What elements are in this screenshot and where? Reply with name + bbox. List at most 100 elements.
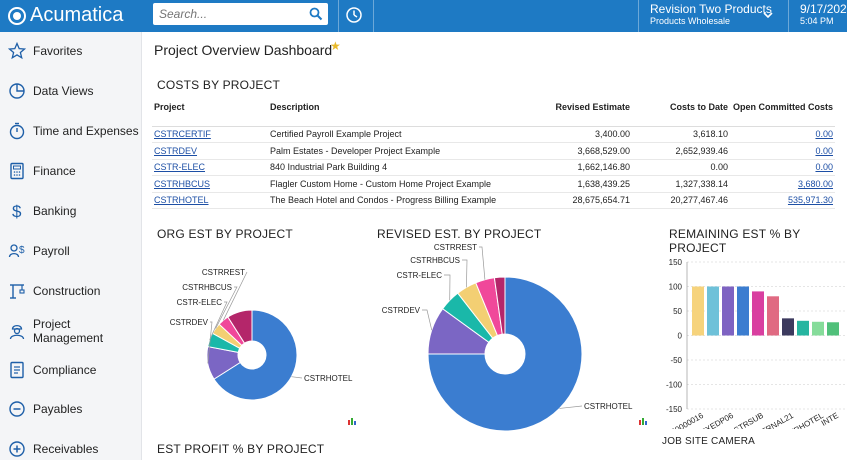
bar[interactable] (737, 286, 749, 336)
pie-slice[interactable] (427, 276, 583, 432)
project-link[interactable]: CSTRHOTEL (154, 195, 209, 206)
sidebar-item-payables[interactable]: Payables (0, 390, 142, 428)
pie-leader-line (215, 286, 238, 329)
top-bar: Acumatica Revision Two Products Products… (0, 0, 847, 32)
revised-estimate-cell: 3,668,529.00 (526, 142, 632, 160)
project-cell[interactable]: CSTR-ELEC (152, 159, 268, 176)
sidebar-item-construction[interactable]: Construction (0, 272, 142, 310)
open-committed-link[interactable]: 0.00 (815, 162, 833, 173)
pie-slice[interactable] (493, 276, 506, 335)
bar[interactable] (812, 321, 824, 336)
column-header[interactable]: Open Committed Costs (730, 100, 835, 127)
bar[interactable] (827, 322, 839, 336)
sidebar-item-favorites[interactable]: Favorites (0, 32, 142, 70)
sidebar-item-label: Finance (33, 164, 76, 178)
pie-slice[interactable] (227, 309, 253, 344)
sidebar-item-banking[interactable]: $ Banking (0, 192, 142, 230)
open-committed-link[interactable]: 0.00 (815, 145, 833, 156)
open-committed-cell[interactable]: 535,971.30 (730, 192, 835, 209)
sidebar-item-project-management[interactable]: Project Management (0, 312, 142, 350)
pie-slice-label: CSTRREST (202, 268, 245, 277)
date-time[interactable]: 9/17/2024 5:04 PM (800, 2, 847, 26)
sidebar-item-finance[interactable]: Finance (0, 152, 142, 190)
column-header[interactable]: Description (268, 100, 526, 127)
bar[interactable] (722, 286, 734, 336)
bar[interactable] (797, 320, 809, 336)
pie-slice-label: CSTRHOTEL (304, 374, 353, 383)
minus-circle-icon (8, 400, 26, 418)
chart-export-icon[interactable] (347, 416, 357, 426)
project-link[interactable]: CSTRHBCUS (154, 178, 211, 189)
favorite-star-icon[interactable]: ★ (330, 39, 341, 53)
y-tick-label: -100 (666, 381, 683, 390)
acumatica-logo[interactable]: Acumatica (8, 4, 123, 27)
pie-leader-line (209, 301, 228, 340)
open-committed-cell[interactable]: 3,680.00 (730, 175, 835, 193)
bar[interactable] (782, 318, 794, 336)
pie-slice[interactable] (213, 309, 298, 401)
costs-to-date-cell: 3,618.10 (632, 126, 730, 143)
sidebar-item-payroll[interactable]: $ Payroll (0, 232, 142, 270)
search-box[interactable] (153, 3, 328, 25)
open-committed-cell[interactable]: 0.00 (730, 159, 835, 176)
column-header[interactable]: Revised Estimate (526, 100, 632, 127)
open-committed-cell[interactable]: 0.00 (730, 126, 835, 143)
pie-slice-label: CSTR-ELEC (177, 298, 223, 307)
revised-estimate-cell: 28,675,654.71 (526, 192, 632, 209)
sidebar-item-label: Payroll (33, 244, 70, 258)
svg-text:$: $ (12, 202, 22, 220)
costs-to-date-cell: 20,277,467.46 (632, 192, 730, 209)
open-committed-link[interactable]: 3,680.00 (797, 178, 833, 189)
worker-icon (8, 322, 26, 340)
open-committed-cell[interactable]: 0.00 (730, 142, 835, 160)
search-input[interactable] (159, 7, 309, 21)
chevron-down-icon[interactable] (762, 9, 774, 21)
pie-leader-line (422, 309, 433, 331)
column-header[interactable]: Costs to Date (632, 100, 730, 127)
chart-export-icon[interactable] (638, 416, 648, 426)
bar[interactable] (692, 286, 704, 336)
project-link[interactable]: CSTR-ELEC (154, 162, 206, 173)
open-committed-link[interactable]: 535,971.30 (787, 195, 833, 206)
project-cell[interactable]: CSTRHBCUS (152, 175, 268, 193)
revised-est-pie-chart: CSTRHOTEL CSTRDEV CSTR-ELEC CSTRHBCUS CSTRRE… (382, 244, 633, 432)
pie-slice-label: CSTRHOTEL (584, 402, 633, 411)
column-header[interactable]: Project (152, 100, 268, 127)
y-tick-label: -150 (666, 405, 683, 414)
sidebar-item-label: Payables (33, 402, 83, 416)
open-committed-link[interactable]: 0.00 (815, 129, 833, 140)
history-icon[interactable] (345, 6, 363, 24)
description-cell: Certified Payroll Example Project (268, 126, 526, 143)
x-tick-label: INTE (820, 411, 840, 428)
bar[interactable] (752, 291, 764, 336)
svg-text:$: $ (19, 245, 25, 256)
sidebar-item-compliance[interactable]: Compliance (0, 351, 142, 389)
sidebar-item-time-and-expenses[interactable]: Time and Expenses (0, 112, 142, 150)
x-tick-label: FIXEDP06 (698, 411, 736, 429)
tenant-selector[interactable]: Revision Two Products Products Wholesale (650, 2, 772, 26)
pie-slice-label: CSTRHBCUS (410, 256, 460, 265)
sidebar-item-label: Compliance (33, 363, 97, 377)
current-time: 5:04 PM (800, 16, 834, 26)
sidebar-item-label: Data Views (33, 84, 94, 98)
sidebar-item-receivables[interactable]: Receivables (0, 430, 142, 468)
project-cell[interactable]: CSTRHOTEL (152, 192, 268, 209)
revised-est-title: REVISED EST. BY PROJECT (377, 227, 542, 241)
x-tick-label: CSTRSUB (727, 411, 765, 429)
project-link[interactable]: CSTRDEV (154, 145, 198, 156)
page-title: Project Overview Dashboard (154, 42, 333, 58)
project-cell[interactable]: CSTRDEV (152, 142, 268, 160)
y-tick-label: -50 (670, 356, 682, 365)
costs-to-date-cell: 1,327,338.14 (632, 175, 730, 193)
bar[interactable] (707, 286, 719, 336)
job-site-camera-title: JOB SITE CAMERA (662, 436, 756, 447)
bar[interactable] (767, 296, 779, 336)
project-cell[interactable]: CSTRCERTIF (152, 126, 268, 143)
search-icon[interactable] (309, 7, 323, 21)
logo-icon (8, 6, 26, 25)
sidebar-item-data-views[interactable]: Data Views (0, 72, 142, 110)
revised-estimate-cell: 1,638,439.25 (526, 175, 632, 193)
project-link[interactable]: CSTRCERTIF (154, 129, 211, 140)
y-tick-label: 150 (669, 258, 683, 267)
